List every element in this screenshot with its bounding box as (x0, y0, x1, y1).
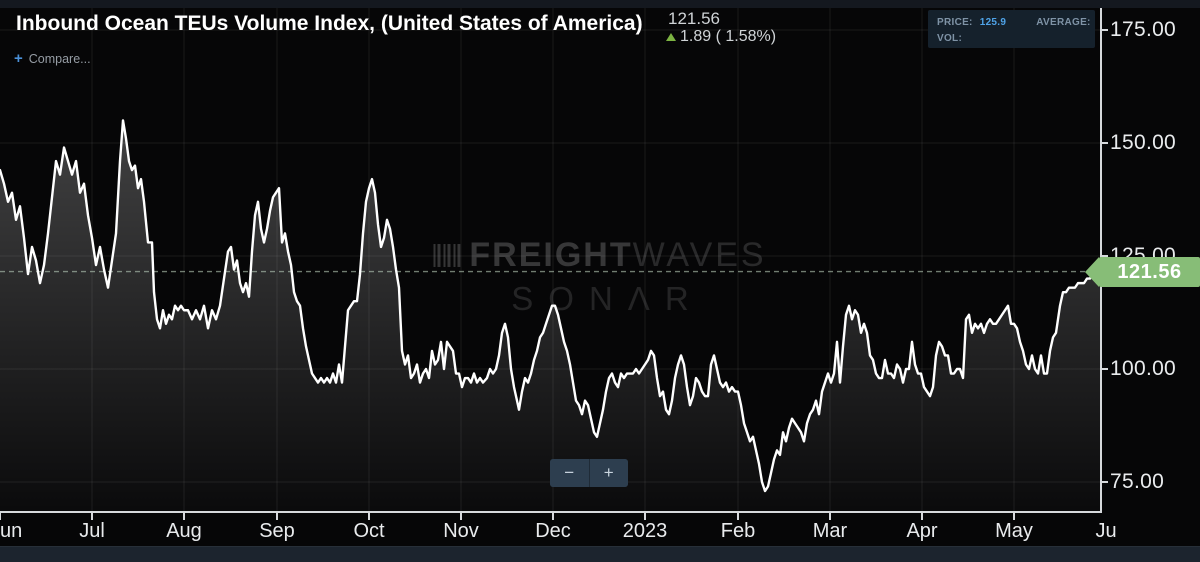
x-axis-label: Ju (1095, 520, 1117, 542)
y-axis-label: 75.00 (1110, 470, 1165, 493)
last-value: 121.56 (668, 9, 720, 28)
compare-button[interactable]: + Compare... (14, 50, 91, 67)
up-arrow-icon (666, 33, 676, 41)
x-axis-tick (276, 513, 278, 520)
plus-icon: + (14, 50, 23, 67)
price-info-panel: PRICE: 125.9 AVERAGE: VOL: (928, 10, 1095, 48)
vol-label: VOL: (937, 33, 963, 44)
change-value: 1.89 ( 1.58%) (680, 28, 777, 45)
bottom-scroll-strip (0, 546, 1200, 562)
last-price-tag: 121.56 (1085, 257, 1200, 287)
average-label: AVERAGE: (1036, 17, 1091, 28)
x-axis-label: 2023 (622, 520, 668, 542)
zoom-in-button[interactable]: + (589, 459, 628, 487)
price-tag-value: 121.56 (1099, 257, 1200, 287)
y-axis-label: 150.00 (1110, 131, 1177, 154)
zoom-control: − + (550, 459, 628, 487)
price-value: 125.9 (979, 17, 1007, 28)
x-axis-tick (368, 513, 370, 520)
price-label: PRICE: (937, 17, 973, 28)
x-axis-tick (552, 513, 554, 520)
x-axis-tick (921, 513, 923, 520)
x-axis-label: Mar (812, 520, 848, 542)
chart-title: Inbound Ocean TEUs Volume Index, (United… (16, 12, 643, 35)
x-axis-label: Sep (259, 520, 295, 542)
x-axis-tick (0, 513, 1, 520)
compare-label: Compare... (28, 52, 91, 66)
price-tag-arrow-icon (1085, 257, 1099, 287)
x-axis-tick (91, 513, 93, 520)
zoom-out-button[interactable]: − (550, 459, 589, 487)
x-axis-label: Oct (353, 520, 385, 542)
top-strip (0, 0, 1200, 8)
x-axis-line (0, 511, 1102, 513)
x-axis-label: May (995, 520, 1033, 542)
y-axis-label: 100.00 (1110, 357, 1177, 380)
x-axis-tick (1013, 513, 1015, 520)
x-axis-tick (183, 513, 185, 520)
x-axis[interactable]: un Jul Aug Sep Oct Nov Dec 2023 Feb Mar Apr May Ju (0, 511, 1200, 547)
x-axis-tick (737, 513, 739, 520)
x-axis-tick (829, 513, 831, 520)
x-axis-label: Feb (720, 520, 756, 542)
y-axis-label: 175.00 (1110, 18, 1177, 41)
x-axis-tick (644, 513, 646, 520)
x-axis-tick (460, 513, 462, 520)
x-axis-label: Apr (906, 520, 938, 542)
x-axis-label: Aug (166, 520, 202, 542)
x-axis-label: un (0, 520, 23, 542)
x-axis-label: Nov (443, 520, 479, 542)
x-axis-label: Dec (535, 520, 571, 542)
change-row: 1.89 ( 1.58%) (666, 28, 776, 46)
x-axis-label: Jul (79, 520, 105, 542)
price-chart-canvas[interactable] (0, 8, 1100, 511)
